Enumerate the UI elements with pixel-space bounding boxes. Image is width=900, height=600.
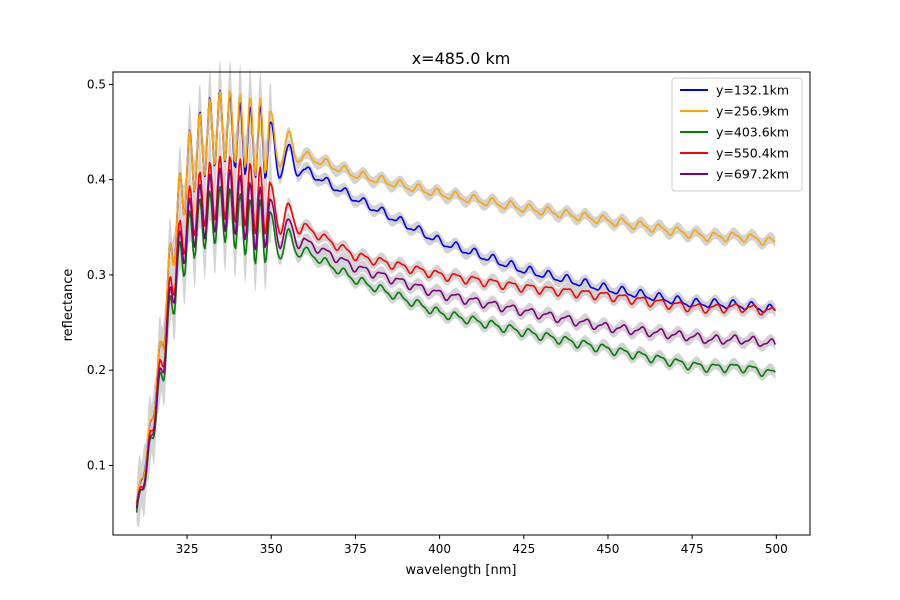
- x-axis-label: wavelength [nm]: [406, 563, 517, 578]
- legend-label-3: y=403.6km: [716, 125, 789, 140]
- x-tick-label-500: 500: [765, 542, 788, 556]
- x-tick-label-325: 325: [176, 542, 199, 556]
- axes-frame: [112, 71, 811, 536]
- x-tick-label-375: 375: [344, 542, 367, 556]
- legend-label-1: y=132.1km: [716, 83, 789, 98]
- y-axis-label: reflectance: [61, 269, 76, 342]
- y-tick-label-0.4: 0.4: [87, 173, 106, 187]
- legend: y=132.1km y=256.9km y=403.6km y=550.4km y=69…: [671, 77, 803, 192]
- series-line-5: [135, 167, 777, 509]
- y-tick-label-0.3: 0.3: [87, 268, 106, 282]
- x-tick-label-350: 350: [260, 542, 283, 556]
- y-tick-label-0.1: 0.1: [87, 458, 106, 472]
- series-line-4: [135, 155, 776, 509]
- plot-area: 325 350 375 400 425 450 475 500 0.1 0.2 0.3 0.4 0.5: [87, 59, 811, 556]
- legend-box: [671, 77, 803, 192]
- y-tick-label-0.2: 0.2: [87, 363, 106, 377]
- x-tick-label-400: 400: [428, 542, 451, 556]
- legend-label-4: y=550.4km: [716, 146, 789, 161]
- uncertainty-band-2: [136, 59, 776, 519]
- x-tick-label-450: 450: [597, 542, 620, 556]
- legend-label-5: y=697.2km: [716, 167, 789, 182]
- series-line-2: [135, 90, 776, 505]
- chart-title: x=485.0 km: [412, 49, 511, 68]
- x-tick-label-475: 475: [681, 542, 704, 556]
- series-line-3: [135, 186, 776, 513]
- legend-label-2: y=256.9km: [716, 104, 789, 119]
- y-tick-label-0.5: 0.5: [87, 77, 106, 91]
- x-tick-label-425: 425: [512, 542, 535, 556]
